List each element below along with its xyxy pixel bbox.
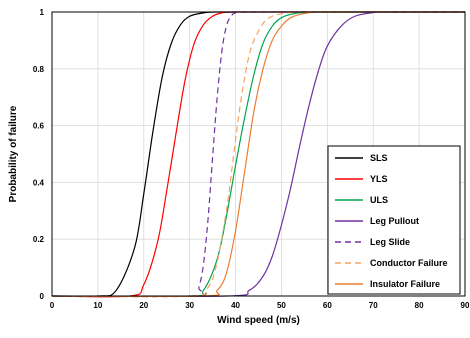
series-line-conductor-failure [51, 11, 466, 298]
x-tick-label: 10 [93, 301, 102, 310]
legend-label-conductor-failure: Conductor Failure [370, 258, 448, 268]
y-tick-label: 0 [40, 292, 45, 301]
legend-box [327, 145, 461, 295]
y-tick-label: 1 [40, 8, 45, 17]
legend-label-leg-slide: Leg Slide [370, 237, 410, 247]
x-tick-label: 70 [369, 301, 378, 310]
x-tick-label: 40 [231, 301, 240, 310]
x-tick-label: 30 [185, 301, 194, 310]
x-tick-label: 20 [139, 301, 148, 310]
x-tick-label: 90 [461, 301, 470, 310]
x-tick-label: 0 [50, 301, 55, 310]
y-axis-title: Probability of failure [8, 105, 19, 202]
legend-label-yls: YLS [370, 174, 388, 184]
legend-label-leg-pullout: Leg Pullout [370, 216, 419, 226]
y-tick-label: 0.6 [33, 122, 45, 131]
legend-label-insulator-failure: Insulator Failure [370, 279, 440, 289]
x-tick-label: 60 [323, 301, 332, 310]
x-tick-label: 50 [277, 301, 286, 310]
plot-area-frame [51, 11, 466, 297]
y-tick-label: 0.8 [33, 65, 45, 74]
x-tick-label: 80 [415, 301, 424, 310]
legend: SLS YLS ULS Leg Pullout Leg Slide Conductor F… [327, 145, 461, 295]
y-tick-label: 0.2 [33, 235, 45, 244]
x-axis-title: Wind speed (m/s) [217, 315, 300, 326]
y-tick-label: 0.4 [33, 178, 45, 187]
axis-ticks: 0 10 20 30 40 50 60 70 80 90 0 0.2 0.4 0.6 0.8 1 [33, 8, 470, 310]
series-line-leg-pullout [51, 11, 466, 298]
legend-label-sls: SLS [370, 153, 388, 163]
legend-label-uls: ULS [370, 195, 388, 205]
